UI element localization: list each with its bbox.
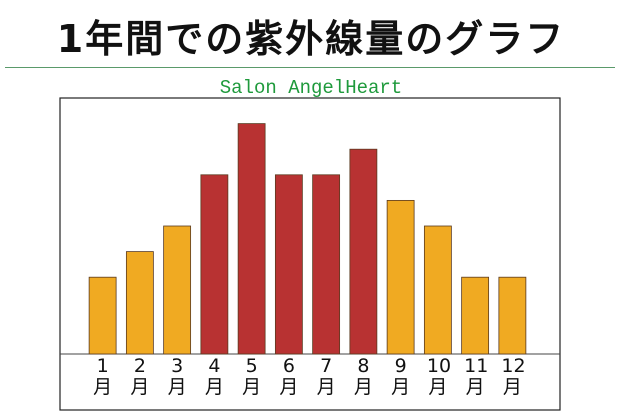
x-tick-label: 7月 xyxy=(316,355,336,398)
x-tick-label: 1月 xyxy=(93,355,113,398)
bar xyxy=(386,199,415,355)
x-tick-label: 11月 xyxy=(464,355,489,398)
bar xyxy=(125,251,154,355)
bar xyxy=(349,148,378,355)
x-tick-label: 3月 xyxy=(167,355,187,398)
x-tick-label: 10月 xyxy=(426,355,452,398)
x-tick-label: 6月 xyxy=(279,355,299,398)
x-tick-label: 9月 xyxy=(391,355,411,398)
bar xyxy=(163,225,192,355)
bar xyxy=(237,123,266,355)
bar xyxy=(274,174,303,355)
x-tick-label: 12月 xyxy=(501,355,526,398)
x-tick-label: 2月 xyxy=(130,355,150,398)
bar xyxy=(312,174,341,355)
bar xyxy=(461,276,490,355)
chart-subtitle: Salon AngelHeart xyxy=(219,77,403,99)
title-rule xyxy=(5,67,615,68)
bar xyxy=(88,276,117,355)
bar xyxy=(498,276,527,355)
x-tick-label: 8月 xyxy=(353,355,373,398)
chart-title: 1年間での紫外線量のグラフ xyxy=(56,17,566,61)
x-tick-label: 5月 xyxy=(242,355,262,398)
bar xyxy=(423,225,452,355)
bar xyxy=(200,174,229,355)
x-tick-label: 4月 xyxy=(204,355,224,398)
